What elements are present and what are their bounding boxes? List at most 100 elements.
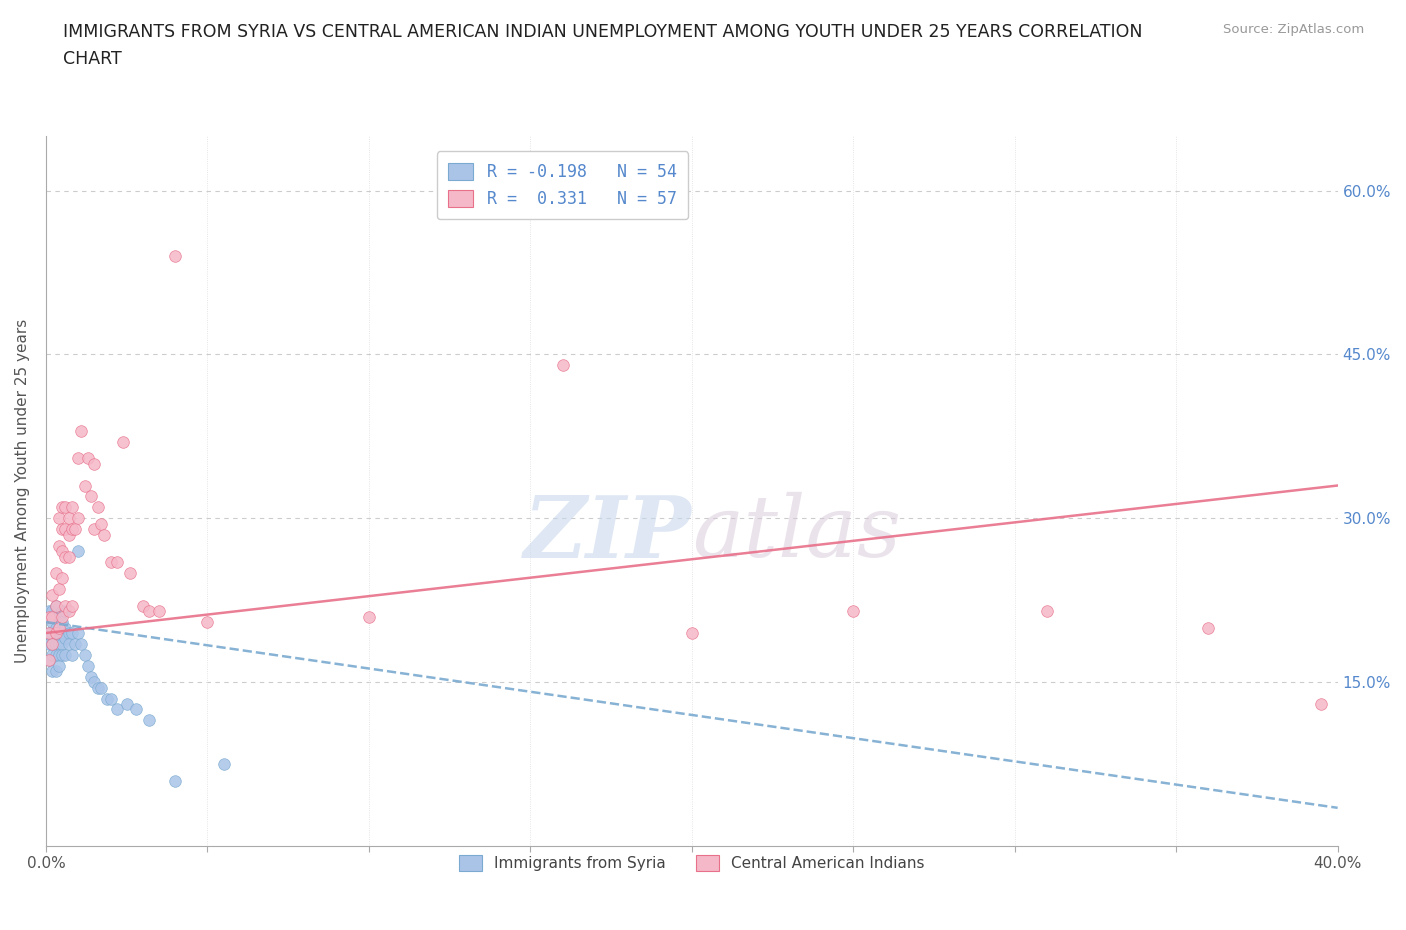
Point: [357, 609, 380, 624]
Point: [48, 609, 70, 624]
Point: [681, 626, 703, 641]
Point: [86, 680, 108, 695]
Point: [38, 626, 60, 641]
Point: [45, 626, 67, 641]
Point: [138, 604, 160, 618]
Point: [45, 636, 67, 651]
Point: [1198, 620, 1220, 635]
Point: [77, 658, 100, 673]
Point: [93, 527, 115, 542]
Y-axis label: Unemployment Among Youth under 25 years: Unemployment Among Youth under 25 years: [15, 319, 30, 663]
Point: [63, 636, 86, 651]
Point: [60, 647, 83, 662]
Point: [51, 647, 73, 662]
Point: [38, 626, 60, 641]
Point: [83, 675, 105, 690]
Point: [48, 538, 70, 553]
Point: [165, 773, 187, 788]
Point: [60, 598, 83, 613]
Point: [41, 636, 63, 651]
Point: [41, 588, 63, 603]
Point: [48, 511, 70, 525]
Point: [90, 680, 112, 695]
Point: [105, 702, 128, 717]
Point: [53, 522, 76, 537]
Point: [53, 604, 76, 618]
Point: [48, 647, 70, 662]
Point: [41, 636, 63, 651]
Point: [53, 500, 76, 515]
Point: [48, 636, 70, 651]
Point: [41, 626, 63, 641]
Point: [51, 609, 73, 624]
Point: [58, 549, 80, 564]
Point: [48, 620, 70, 635]
Point: [45, 598, 67, 613]
Point: [41, 604, 63, 618]
Point: [125, 702, 148, 717]
Point: [58, 527, 80, 542]
Point: [48, 658, 70, 673]
Point: [67, 544, 90, 559]
Point: [51, 571, 73, 586]
Point: [51, 636, 73, 651]
Text: ZIP: ZIP: [524, 492, 692, 576]
Point: [51, 604, 73, 618]
Point: [73, 478, 96, 493]
Point: [73, 647, 96, 662]
Point: [41, 647, 63, 662]
Point: [83, 457, 105, 472]
Point: [100, 691, 122, 706]
Point: [67, 626, 90, 641]
Point: [1036, 604, 1059, 618]
Point: [45, 626, 67, 641]
Point: [38, 604, 60, 618]
Point: [45, 647, 67, 662]
Point: [53, 598, 76, 613]
Point: [41, 615, 63, 630]
Point: [96, 691, 118, 706]
Point: [51, 626, 73, 641]
Point: [41, 664, 63, 679]
Point: [83, 522, 105, 537]
Text: atlas: atlas: [692, 492, 901, 575]
Point: [53, 647, 76, 662]
Point: [90, 516, 112, 531]
Point: [53, 631, 76, 646]
Point: [138, 713, 160, 728]
Point: [60, 500, 83, 515]
Point: [51, 544, 73, 559]
Text: Source: ZipAtlas.com: Source: ZipAtlas.com: [1223, 23, 1364, 36]
Point: [105, 554, 128, 569]
Point: [118, 565, 141, 580]
Point: [60, 626, 83, 641]
Point: [60, 522, 83, 537]
Point: [77, 451, 100, 466]
Point: [551, 358, 574, 373]
Point: [148, 604, 170, 618]
Point: [58, 511, 80, 525]
Point: [51, 500, 73, 515]
Point: [45, 664, 67, 679]
Point: [58, 626, 80, 641]
Point: [1310, 697, 1333, 711]
Point: [45, 620, 67, 635]
Point: [212, 757, 235, 772]
Point: [115, 697, 138, 711]
Point: [51, 522, 73, 537]
Point: [53, 549, 76, 564]
Point: [51, 615, 73, 630]
Point: [41, 609, 63, 624]
Point: [58, 604, 80, 618]
Point: [58, 636, 80, 651]
Point: [67, 511, 90, 525]
Point: [842, 604, 865, 618]
Point: [45, 565, 67, 580]
Text: IMMIGRANTS FROM SYRIA VS CENTRAL AMERICAN INDIAN UNEMPLOYMENT AMONG YOUTH UNDER : IMMIGRANTS FROM SYRIA VS CENTRAL AMERICA…: [63, 23, 1143, 68]
Point: [38, 609, 60, 624]
Point: [70, 423, 93, 438]
Point: [132, 598, 155, 613]
Point: [70, 636, 93, 651]
Point: [45, 598, 67, 613]
Point: [38, 653, 60, 668]
